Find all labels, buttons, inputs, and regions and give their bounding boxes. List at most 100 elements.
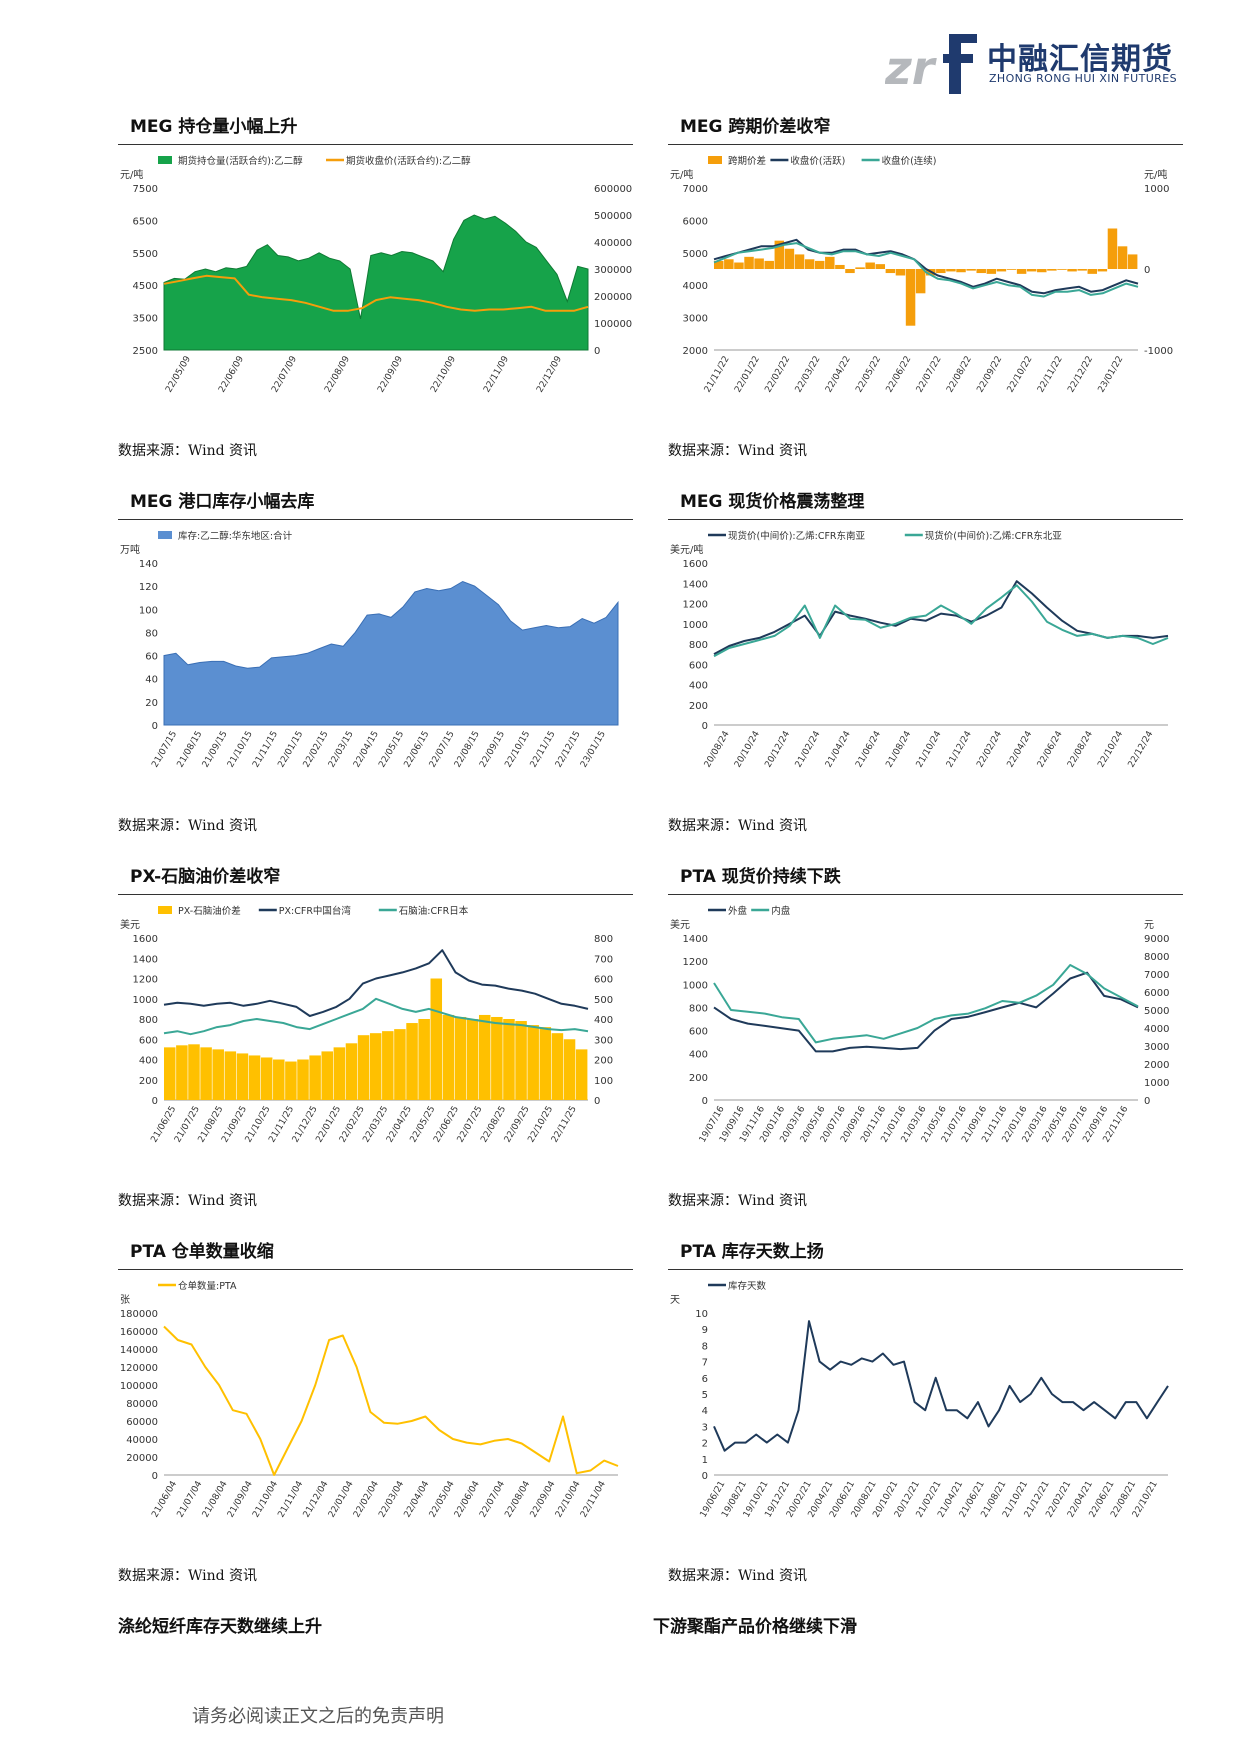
x-tick-label: 21/11/15 xyxy=(251,730,280,770)
x-tick-label: 20/10/24 xyxy=(733,729,762,769)
bar xyxy=(1067,269,1077,272)
disclaimer-footer: 请务必阅读正文之后的免责声明 xyxy=(192,1706,444,1727)
bar xyxy=(563,1039,576,1100)
legend-label: PX:CFR中国台湾 xyxy=(279,905,352,917)
bar xyxy=(369,1033,382,1100)
x-tick-label: 22/10/22 xyxy=(1006,355,1035,395)
x-tick-label: 22/12/22 xyxy=(1066,355,1095,395)
x-tick-label: 22/04/15 xyxy=(352,730,381,770)
x-tick-label: 22/08/04 xyxy=(503,1479,532,1519)
x-tick-label: 22/07/09 xyxy=(270,354,299,394)
pta-warehouse-receipts-chart: 仓单数量:PTA 张 180000 160000 140000 120000 100000 8… xyxy=(120,1280,619,1520)
y-tick-label-right: 1000 xyxy=(1144,1078,1169,1089)
panel-title: PTA 库存天数上扬 xyxy=(680,1242,824,1262)
x-tick-label: 22/06/04 xyxy=(453,1479,482,1519)
bar xyxy=(1006,269,1017,270)
bar xyxy=(321,1051,333,1100)
y-tick-label: 800 xyxy=(689,640,708,651)
line-series xyxy=(713,580,1169,655)
bar xyxy=(1097,269,1108,272)
x-tick-label: 22/12/15 xyxy=(554,730,583,770)
x-tick-label: 22/08/22 xyxy=(945,355,974,395)
y-tick-label: 100 xyxy=(139,605,158,616)
y-tick-label: 80 xyxy=(145,628,158,639)
title-divider xyxy=(118,894,633,895)
bar xyxy=(1117,246,1128,269)
x-tick-label: 21/11/04 xyxy=(276,1479,305,1519)
y-tick-label: 60 xyxy=(145,652,158,663)
y-tick-label: 1400 xyxy=(133,954,158,965)
bar xyxy=(764,260,774,269)
bar xyxy=(176,1045,188,1100)
zrf-logo-mark: zr xyxy=(884,34,977,95)
bar xyxy=(734,262,744,269)
y-axis-unit: 美元 xyxy=(670,918,690,931)
y-tick-label-right: 0 xyxy=(594,346,600,357)
bar xyxy=(724,259,734,269)
area-series xyxy=(163,214,589,351)
y-tick-label: 0 xyxy=(702,721,708,732)
x-tick-label: 22/05/22 xyxy=(854,355,883,395)
bar xyxy=(946,269,956,272)
line-series xyxy=(713,584,1169,658)
y-tick-label-right: 100 xyxy=(594,1076,613,1087)
y-tick-label: 10 xyxy=(695,1309,708,1320)
x-tick-label: 22/11/22 xyxy=(1036,355,1065,395)
bar xyxy=(956,269,966,273)
y-tick-label: 0 xyxy=(152,721,158,732)
title-divider xyxy=(668,144,1183,145)
bar xyxy=(744,256,754,269)
y-tick-label: 100000 xyxy=(120,1381,158,1392)
x-tick-label: 22/09/09 xyxy=(376,354,405,394)
y-tick-label: 4 xyxy=(702,1406,708,1417)
x-tick-label: 22/10/09 xyxy=(429,354,458,394)
pta-inventory-days-chart: 库存天数天10987654321019/06/2119/08/2119/10/2… xyxy=(670,1280,1169,1520)
y-tick-label-right: 0 xyxy=(594,1096,600,1107)
bar xyxy=(515,1021,527,1100)
y-tick-label: 4500 xyxy=(133,281,158,292)
legend-label: 现货价(中间价):乙烯:CFR东南亚 xyxy=(728,530,866,542)
y-tick-label: 1000 xyxy=(683,620,708,631)
x-tick-label: 22/07/04 xyxy=(478,1479,507,1519)
x-tick-label: 21/12/04 xyxy=(302,1479,331,1519)
legend-label: 内盘 xyxy=(771,905,791,917)
bar xyxy=(905,269,916,326)
y-tick-label: 2500 xyxy=(133,346,158,357)
panel-title: MEG 跨期价差收窄 xyxy=(680,117,831,137)
x-tick-label: 21/04/24 xyxy=(824,729,853,769)
bar xyxy=(491,1016,503,1100)
x-tick-label: 22/05/09 xyxy=(164,354,193,394)
x-tick-label: 22/06/24 xyxy=(1036,729,1065,769)
data-source-note: 数据来源：Wind 资讯 xyxy=(668,443,808,459)
bar xyxy=(551,1033,564,1100)
y-tick-label: 7 xyxy=(702,1358,708,1369)
y-tick-label-right: 500000 xyxy=(594,211,632,222)
x-tick-label: 23/01/22 xyxy=(1097,355,1126,395)
x-tick-label: 21/08/15 xyxy=(176,730,205,770)
y-tick-label-right: 700 xyxy=(594,954,613,965)
legend-swatch xyxy=(158,531,172,539)
y-axis-unit: 元/吨 xyxy=(120,168,143,181)
line-series xyxy=(713,238,1139,295)
panel-meg-spread: MEG 跨期价差收窄 跨期价差 收盘价(活跃) 收盘价(连续) 元/吨 元/吨 7000 6… xyxy=(668,112,1183,472)
panel-px-naphtha-spread: PX-石脑油价差收窄 PX-石脑油价差 PX:CFR中国台湾 石脑油:CFR日本 美元… xyxy=(118,862,633,1222)
legend-label: 收盘价(活跃) xyxy=(790,155,845,167)
y-tick-label-right: 100000 xyxy=(594,319,632,330)
y-tick-label: 3 xyxy=(702,1422,708,1433)
x-tick-label: 22/09/15 xyxy=(478,730,507,770)
x-tick-label: 21/10/24 xyxy=(915,729,944,769)
legend-label: 跨期价差 xyxy=(728,155,766,167)
bar xyxy=(285,1061,297,1100)
y-tick-label: 1200 xyxy=(683,600,708,611)
bar xyxy=(915,269,926,294)
panel-title: PTA 仓单数量收缩 xyxy=(130,1242,274,1262)
panel-title: PTA 现货价持续下跌 xyxy=(680,867,841,887)
y-axis-unit: 张 xyxy=(120,1294,130,1306)
y-tick-label: 40 xyxy=(145,675,158,686)
panel-title: MEG 持仓量小幅上升 xyxy=(130,117,298,137)
x-tick-label: 22/09/22 xyxy=(975,355,1004,395)
line-series xyxy=(713,242,1139,298)
y-tick-label-right: 0 xyxy=(1144,265,1150,276)
bar xyxy=(845,269,855,274)
legend-swatch xyxy=(158,906,172,914)
